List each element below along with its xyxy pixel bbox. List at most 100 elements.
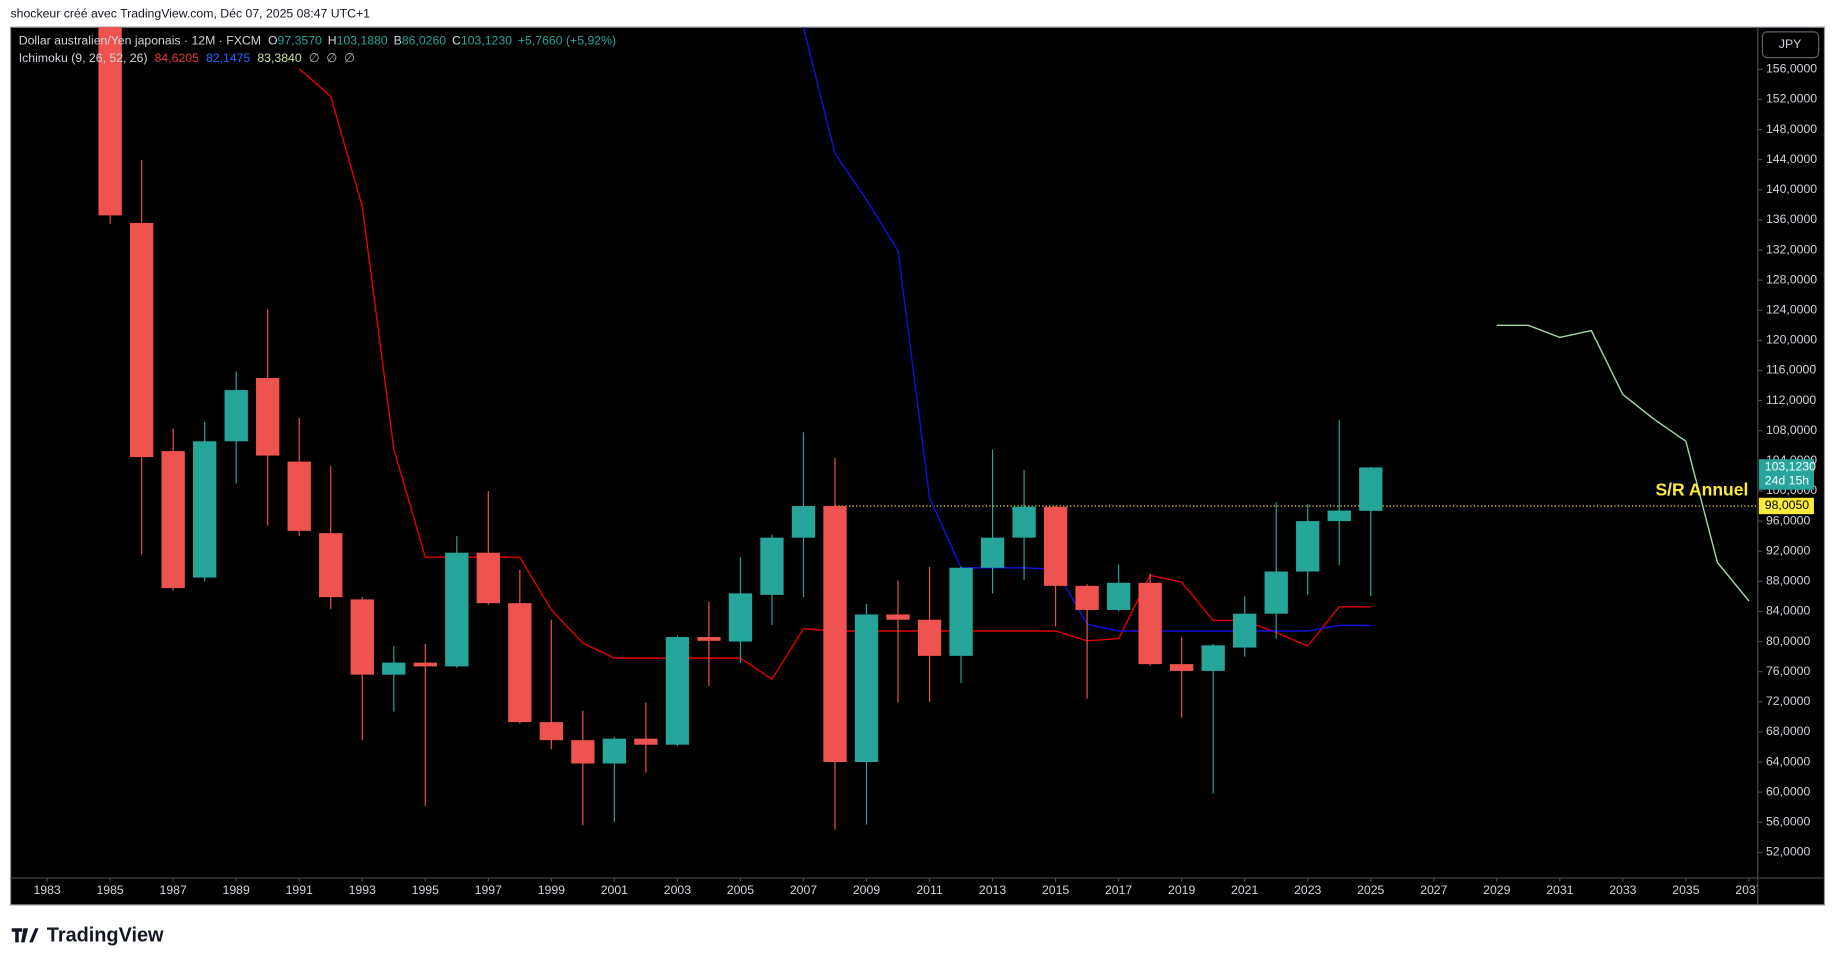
candle-body <box>697 637 721 641</box>
candle-body <box>1264 571 1288 614</box>
price-label: 103,1230 <box>1765 460 1816 474</box>
candle-body <box>854 614 879 763</box>
candle-body <box>1043 506 1068 586</box>
candle-body <box>634 738 658 745</box>
x-tick-label: 2009 <box>853 883 880 897</box>
indicator-value: 83,3840 <box>257 51 302 65</box>
candle-body <box>886 614 910 620</box>
candle-body <box>980 537 1005 568</box>
y-tick-label: 148,0000 <box>1766 122 1817 136</box>
candle-body <box>823 506 847 763</box>
candle-body <box>382 662 406 675</box>
y-tick-label: 136,0000 <box>1766 212 1817 226</box>
price-label-box <box>1758 497 1814 515</box>
symbol: Dollar australien/Yen japonais · 12M · F… <box>19 33 261 47</box>
brand-logo: TradingView <box>11 925 164 947</box>
y-tick-label: 112,0000 <box>1766 393 1816 407</box>
currency[interactable]: JPY <box>1779 37 1802 51</box>
candle-body <box>224 390 248 442</box>
y-tick-label: 156,0000 <box>1766 62 1817 76</box>
x-tick-label: 2019 <box>1168 883 1195 897</box>
indicator: Ichimoku (9, 26, 52, 26) <box>19 51 148 65</box>
y-tick-label: 56,0000 <box>1766 815 1811 829</box>
y-tick-label: 108,0000 <box>1766 423 1817 437</box>
y-tick-label: 96,0000 <box>1766 513 1811 527</box>
x-tick-label: 1983 <box>33 883 60 897</box>
indicator-value: ∅ <box>344 51 355 65</box>
candle-body <box>602 738 627 764</box>
brand: TradingView <box>47 925 164 947</box>
candle-body <box>445 552 469 667</box>
x-tick-label: 2025 <box>1357 883 1384 897</box>
x-tick-label: 1991 <box>286 883 313 897</box>
y-tick-label: 92,0000 <box>1766 543 1811 557</box>
x-tick-label: 2035 <box>1672 883 1699 897</box>
x-tick-label: 2017 <box>1105 883 1132 897</box>
currency-button[interactable] <box>1761 31 1820 59</box>
indicator-value: ∅ <box>326 51 337 65</box>
candle-body <box>1359 467 1383 511</box>
y-tick-label: 64,0000 <box>1766 754 1811 768</box>
x-tick-label: 1989 <box>223 883 250 897</box>
y-tick-label: 68,0000 <box>1766 724 1811 738</box>
x-tick-label: 1999 <box>538 883 565 897</box>
candle-body <box>1012 506 1036 538</box>
x-tick-label: 2007 <box>790 883 817 897</box>
indicator-value: 84,6205 <box>155 51 200 65</box>
x-tick-label: 2027 <box>1420 883 1447 897</box>
candle-body <box>1075 585 1099 610</box>
y-tick-label: 152,0000 <box>1766 92 1817 106</box>
candle-body <box>539 722 564 741</box>
candle-body <box>129 222 154 458</box>
candle-body <box>665 637 690 745</box>
y-tick-label: 72,0000 <box>1766 694 1811 708</box>
ichimoku-line <box>1496 324 1750 602</box>
y-tick-label: 124,0000 <box>1766 303 1817 317</box>
ohlc-value: 103,1230 <box>461 33 512 47</box>
ohlc-value: 86,0260 <box>402 33 447 47</box>
candle-body <box>1138 582 1162 665</box>
candle-body <box>98 27 122 216</box>
chart-area <box>9 26 1826 906</box>
x-tick-label: 2003 <box>664 883 691 897</box>
candle-body <box>1169 664 1194 671</box>
candle-body <box>350 599 374 675</box>
ohlc-value: 103,1880 <box>337 33 388 47</box>
candle-body <box>571 740 595 764</box>
candle-body <box>1201 645 1225 671</box>
y-tick-label: 116,0000 <box>1766 363 1816 377</box>
y-tick-label: 60,0000 <box>1766 784 1811 798</box>
candle-body <box>319 533 343 598</box>
price-label: 98,0050 <box>1765 498 1810 512</box>
candle-body <box>476 552 500 604</box>
ohlc-key: H <box>328 33 337 47</box>
candle-body <box>1327 510 1351 522</box>
ohlc-key: O <box>268 33 278 47</box>
x-tick-label: 2023 <box>1294 883 1321 897</box>
indicator-value: 82,1475 <box>206 51 251 65</box>
y-tick-label: 120,0000 <box>1766 333 1817 347</box>
x-tick-label: 1993 <box>349 883 376 897</box>
y-tick-label: 128,0000 <box>1766 272 1817 286</box>
x-tick-label: 1995 <box>412 883 439 897</box>
x-tick-label: 2021 <box>1231 883 1258 897</box>
y-tick-label: 80,0000 <box>1766 634 1811 648</box>
x-tick-label: 1985 <box>96 883 123 897</box>
y-tick-label: 144,0000 <box>1766 152 1817 166</box>
x-tick-label: 2031 <box>1546 883 1573 897</box>
plot <box>98 27 1758 830</box>
candle-body <box>1106 582 1131 610</box>
x-tick-label: 2029 <box>1483 883 1510 897</box>
y-tick-label: 140,0000 <box>1766 182 1817 196</box>
candle-body <box>193 441 217 578</box>
x-tick-label: 1987 <box>160 883 187 897</box>
candle-body <box>1296 521 1320 572</box>
y-tick-label: 88,0000 <box>1766 574 1811 588</box>
ohlc-key: B <box>394 33 402 47</box>
y-tick-label: 84,0000 <box>1766 604 1811 618</box>
x-tick-label: 2033 <box>1609 883 1636 897</box>
candle-body <box>728 593 753 642</box>
x-tick-label: 2013 <box>979 883 1006 897</box>
y-tick-label: 76,0000 <box>1766 664 1811 678</box>
